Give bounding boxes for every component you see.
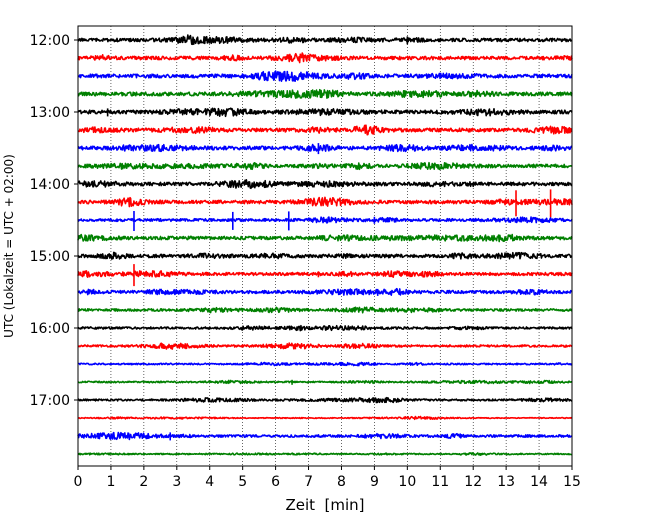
- trace-1645: [77, 379, 573, 385]
- trace-1530: [77, 287, 573, 296]
- y-tick-label: 16:00: [30, 321, 70, 337]
- trace-1200: [77, 34, 573, 46]
- trace-1330: [77, 143, 573, 153]
- x-tick-label: 10: [398, 474, 416, 490]
- x-tick-label: 2: [139, 474, 148, 490]
- trace-1300: [77, 107, 573, 118]
- trace-1600: [77, 324, 573, 332]
- x-tick-label: 3: [172, 474, 181, 490]
- x-axis: 0 1 2 3 4 5 6 7 8 9 10 11 12 13 14 15: [74, 466, 581, 490]
- x-tick-label: 5: [238, 474, 247, 490]
- trace-1345: [77, 161, 573, 171]
- y-tick-label: 14:00: [30, 177, 70, 193]
- trace-1215: [77, 52, 573, 64]
- trace-1715: [77, 415, 573, 421]
- x-tick-label: 6: [271, 474, 280, 490]
- x-tick-label: 8: [337, 474, 346, 490]
- trace-1415: [77, 196, 573, 208]
- trace-1430: [77, 216, 573, 224]
- trace-1230: [77, 70, 573, 83]
- y-tick-label: 17:00: [30, 393, 70, 409]
- trace-1515: [77, 270, 573, 278]
- x-tick-label: 4: [205, 474, 214, 490]
- trace-1615: [77, 342, 573, 350]
- y-tick-label: 15:00: [30, 249, 70, 265]
- y-tick-label: 12:00: [30, 33, 70, 49]
- x-tick-label: 7: [304, 474, 313, 490]
- trace-1730: [77, 431, 573, 441]
- trace-1245: [77, 88, 573, 99]
- trace-1630: [77, 361, 573, 367]
- plot-frame: [77, 25, 573, 467]
- x-tick-label: 12: [464, 474, 482, 490]
- x-tick-label: 13: [497, 474, 515, 490]
- x-tick-label: 14: [530, 474, 548, 490]
- trace-1745: [77, 452, 573, 456]
- y-axis-label: UTC (Lokalzeit = UTC + 02:00): [2, 154, 16, 338]
- trace-1545: [77, 306, 573, 314]
- x-axis-label: Zeit [min]: [285, 496, 364, 514]
- traces-layer: [77, 34, 573, 456]
- trace-1315: [77, 124, 573, 136]
- trace-1500: [77, 251, 573, 260]
- y-tick-label: 13:00: [30, 105, 70, 121]
- y-axis: 12:00 13:00 14:00 15:00 16:00 17:00: [30, 33, 78, 409]
- x-tick-label: 0: [74, 474, 83, 490]
- x-tick-label: 9: [370, 474, 379, 490]
- trace-1700: [77, 396, 573, 404]
- x-tick-label: 15: [563, 474, 581, 490]
- trace-1445: [77, 233, 573, 243]
- x-tick-label: 1: [106, 474, 115, 490]
- trace-1400: [77, 178, 573, 190]
- x-tick-label: 11: [431, 474, 449, 490]
- grid-layer: [110, 26, 540, 466]
